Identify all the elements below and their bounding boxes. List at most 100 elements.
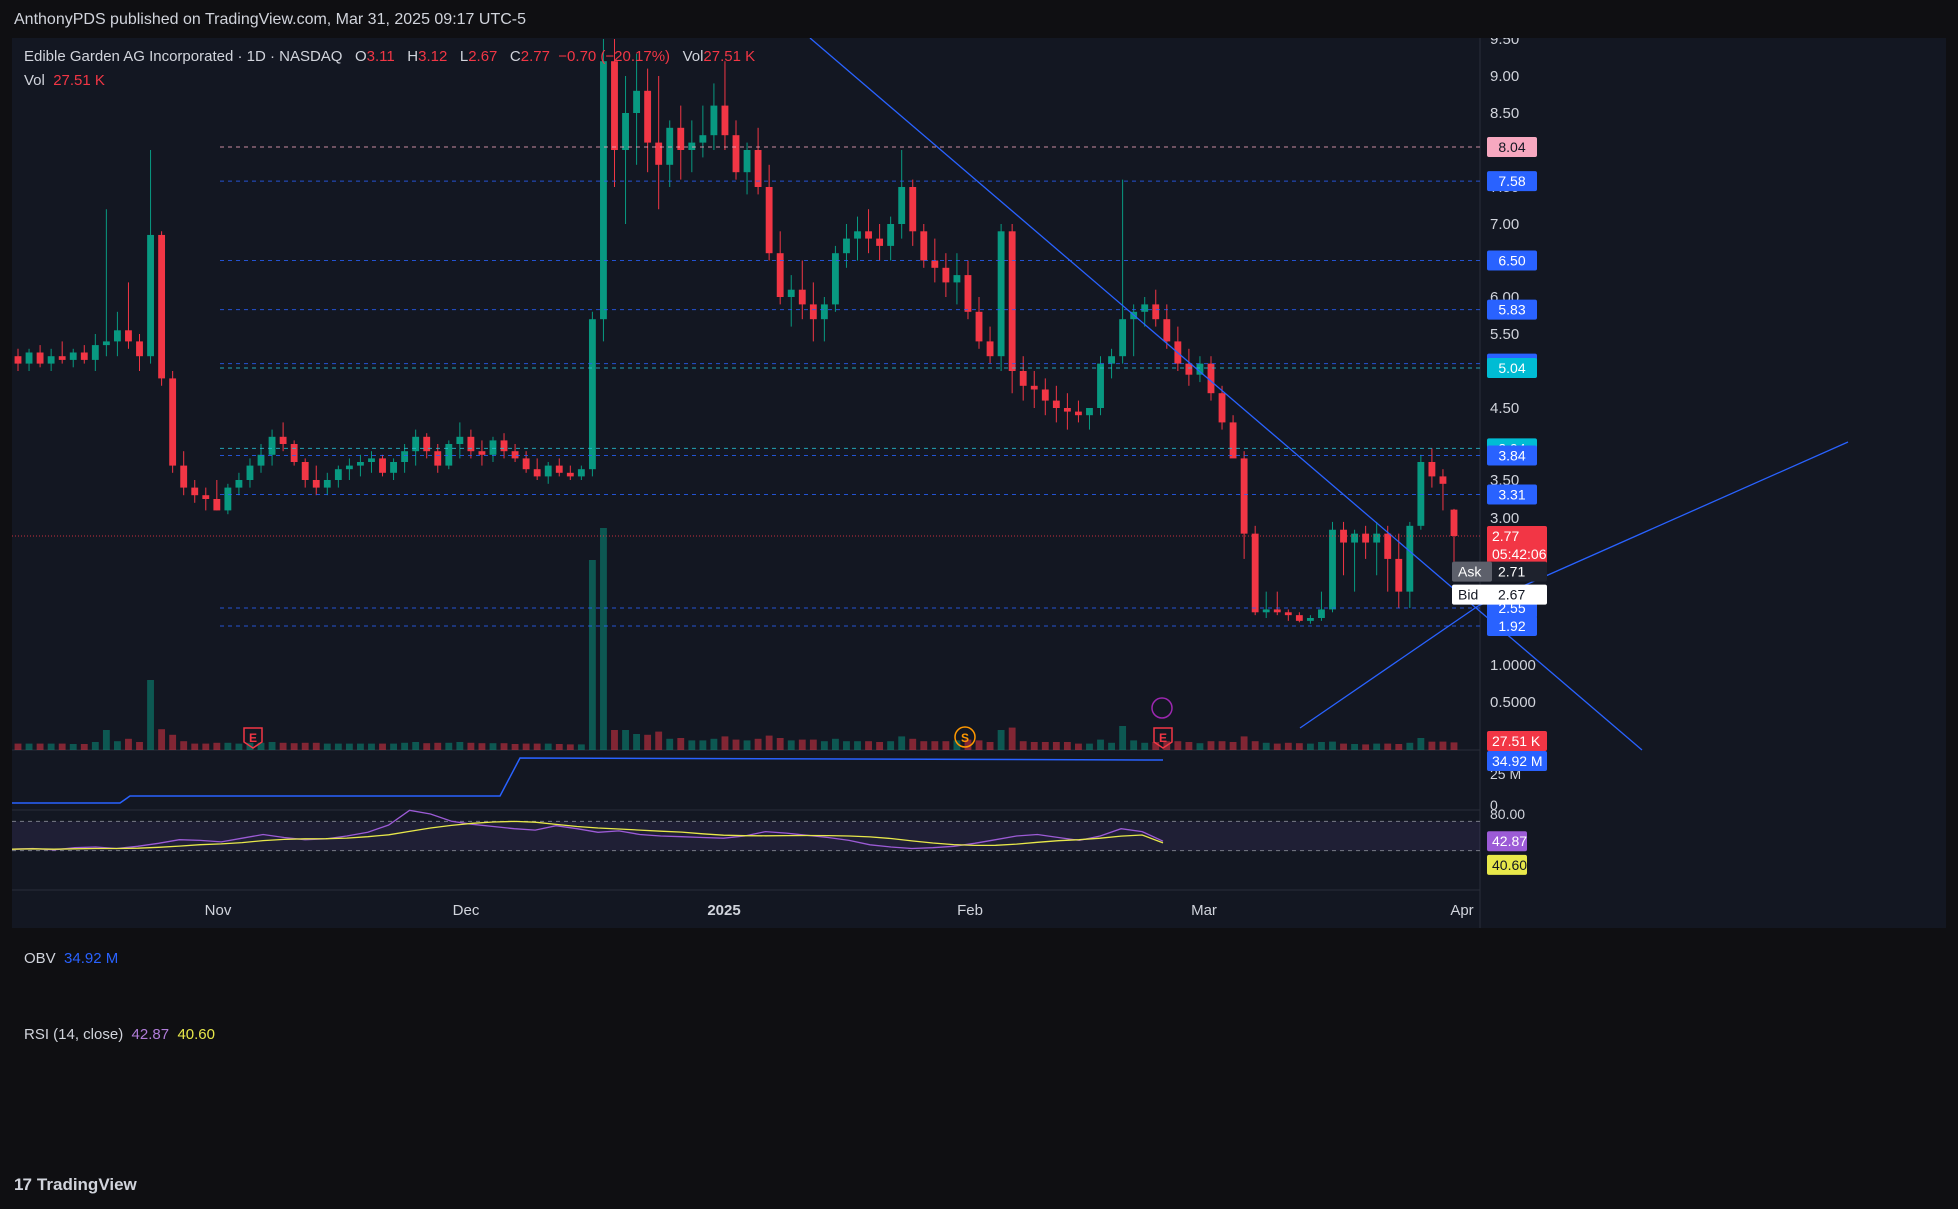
candle: [953, 253, 961, 305]
candle-body: [865, 231, 872, 239]
chart-area[interactable]: 9.509.008.507.507.006.005.504.503.503.00…: [0, 38, 1958, 1161]
candle: [511, 444, 519, 462]
volume-bar: [224, 742, 232, 750]
volume-bar: [798, 739, 806, 750]
candle: [224, 483, 232, 515]
candle: [887, 216, 895, 261]
candle-body: [1075, 411, 1082, 416]
obv-legend[interactable]: OBV 34.92 M: [24, 950, 119, 967]
candle-body: [1207, 363, 1215, 394]
price-label-bg: [1487, 445, 1537, 466]
candle-body: [1041, 389, 1049, 401]
candle-body: [368, 458, 375, 462]
candle-body: [887, 224, 895, 246]
volume-bar: [102, 730, 110, 750]
volume-bar: [920, 741, 928, 750]
volume-bar: [1097, 739, 1104, 750]
publisher-bar: AnthonyPDS published on TradingView.com,…: [0, 0, 1958, 38]
candle: [942, 253, 950, 297]
candle: [644, 68, 652, 173]
rsi-legend-value: 42.87: [131, 1026, 170, 1043]
candle: [357, 454, 364, 477]
candle-body: [975, 311, 983, 342]
candle-body: [820, 304, 828, 320]
price-label-bg: [1487, 250, 1537, 271]
candle: [1207, 356, 1215, 401]
volume-bar: [1218, 741, 1226, 750]
candle-body: [920, 231, 928, 261]
price-label-bg: [1487, 484, 1537, 505]
candle-body: [555, 465, 563, 473]
candle-body: [1141, 304, 1149, 312]
event-marker-label: S: [961, 731, 969, 745]
volume-bar: [191, 743, 199, 750]
candle-body: [611, 61, 618, 151]
candle: [1273, 591, 1281, 616]
open-value: 3.11: [366, 48, 395, 65]
price-tick-label: 0.5000: [1490, 694, 1536, 711]
candle: [36, 345, 44, 368]
volume-bar: [1450, 742, 1458, 750]
volume-bar: [368, 743, 375, 750]
candle: [677, 105, 685, 180]
rsi-legend[interactable]: RSI (14, close) 42.87 40.60: [24, 1026, 215, 1043]
volume-bar: [997, 730, 1005, 750]
volume-bar: [312, 742, 320, 750]
candle: [655, 76, 663, 210]
split-event-icon: [954, 726, 976, 748]
price-label: 7.58: [1498, 173, 1525, 189]
candle: [1395, 533, 1403, 608]
candle-body: [843, 238, 850, 254]
earnings-event-icon: [243, 727, 263, 749]
chart-canvas[interactable]: 9.509.008.507.507.006.005.504.503.503.00…: [0, 38, 1958, 1161]
candle: [854, 216, 861, 261]
volume-legend[interactable]: Vol 27.51 K: [24, 72, 105, 89]
volume-bar: [235, 743, 243, 750]
time-tick-label: Apr: [1450, 902, 1473, 919]
candle-body: [257, 454, 265, 466]
price-label-bg: [1487, 616, 1537, 636]
price-label: 6.50: [1498, 253, 1525, 269]
candle: [666, 120, 674, 187]
volume-bar: [1417, 738, 1425, 750]
candle: [1318, 591, 1325, 621]
volume-bar: [1428, 741, 1436, 750]
candle: [831, 245, 839, 312]
candle: [390, 458, 397, 480]
candle-body: [511, 451, 519, 459]
candle-body: [1097, 363, 1104, 408]
candle-body: [14, 356, 22, 364]
candle-body: [776, 253, 784, 297]
volume-bar: [931, 741, 939, 750]
candle: [611, 39, 618, 187]
last-price-label: 2.77: [1492, 528, 1519, 544]
candle: [1329, 521, 1336, 613]
candle: [14, 348, 22, 371]
candle: [820, 297, 828, 342]
candle-body: [379, 458, 386, 473]
candle: [699, 105, 707, 158]
candle-body: [1362, 533, 1370, 543]
volume-bar: [776, 738, 784, 750]
candle: [423, 433, 431, 459]
volume-axis-bg: [1487, 731, 1547, 751]
candle-body: [147, 234, 154, 357]
symbol-legend[interactable]: Edible Garden AG Incorporated · 1D · NAS…: [24, 48, 756, 65]
candle-body: [787, 289, 795, 297]
candle-body: [1329, 529, 1336, 610]
candle-body: [942, 267, 950, 283]
candle-body: [1450, 509, 1458, 536]
candle-body: [180, 465, 188, 488]
candle-body: [1086, 408, 1093, 416]
tradingview-logo[interactable]: 17 TradingView: [14, 1175, 137, 1194]
candle: [1450, 508, 1458, 569]
volume-bar: [644, 734, 652, 750]
countdown-label: 05:42:06: [1492, 546, 1547, 562]
candle: [1340, 521, 1347, 576]
candle: [743, 142, 751, 195]
candle-body: [1439, 476, 1447, 484]
candle-body: [136, 341, 143, 357]
candle: [1262, 591, 1270, 618]
candle-body: [478, 451, 486, 455]
volume-bar: [1063, 742, 1071, 750]
